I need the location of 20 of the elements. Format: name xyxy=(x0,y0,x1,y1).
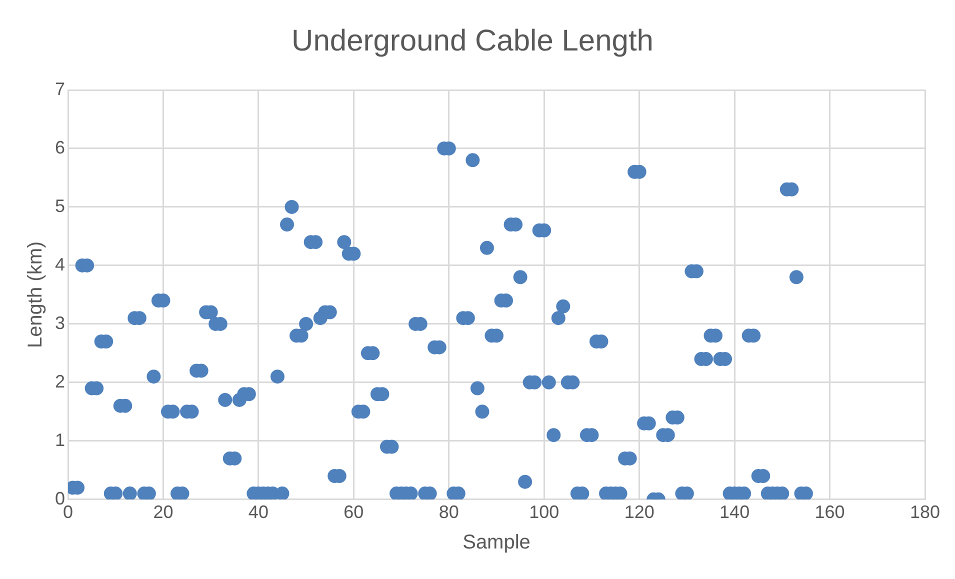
y-tick-label: 1 xyxy=(54,430,66,450)
y-axis-title: Length (km) xyxy=(24,241,47,348)
x-tick-label: 20 xyxy=(153,502,174,522)
y-tick-label: 3 xyxy=(54,312,66,333)
x-axis-title: Sample xyxy=(462,532,530,554)
chart-title: Underground Cable Length xyxy=(292,24,654,58)
y-tick-label: 5 xyxy=(54,196,66,216)
y-tick-label: 2 xyxy=(54,371,66,392)
x-tick-label: 60 xyxy=(344,502,364,522)
x-tick-label: 180 xyxy=(910,502,940,522)
x-tick-label: 40 xyxy=(248,502,268,522)
x-tick-label: 120 xyxy=(624,502,654,522)
x-tick-label: 140 xyxy=(720,502,750,522)
y-tick-label: 4 xyxy=(54,254,66,274)
y-tick-label: 7 xyxy=(54,78,66,99)
x-tick-label: 100 xyxy=(529,502,560,522)
y-tick-label: 6 xyxy=(54,137,66,158)
y-tick-label: 0 xyxy=(54,488,66,508)
x-tick-label: 160 xyxy=(814,502,845,522)
x-tick-label: 80 xyxy=(438,502,459,522)
